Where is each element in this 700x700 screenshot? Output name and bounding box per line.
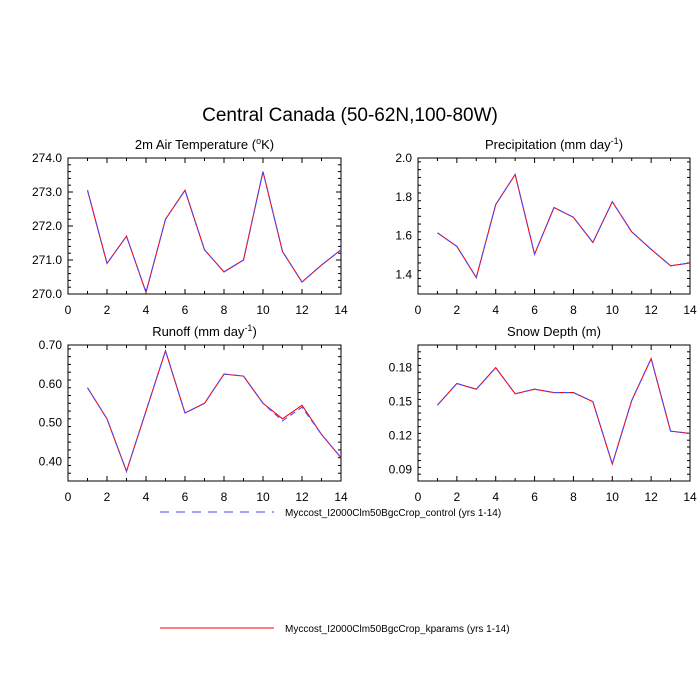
x-tick-label: 10: [606, 490, 620, 504]
y-tick-label: 274.0: [32, 151, 62, 165]
panel-title: Runoff (mm day-1): [152, 323, 257, 339]
panel-title: Precipitation (mm day-1): [485, 136, 623, 152]
x-tick-label: 14: [334, 490, 348, 504]
series-line-kparams: [87, 349, 342, 473]
x-tick-label: 2: [104, 303, 111, 317]
x-tick-label: 6: [182, 303, 189, 317]
x-tick-label: 2: [104, 490, 111, 504]
x-tick-label: 8: [570, 303, 577, 317]
x-tick-label: 6: [182, 490, 189, 504]
y-tick-label: 0.50: [39, 416, 63, 430]
x-tick-label: 2: [454, 303, 461, 317]
x-tick-label: 0: [65, 303, 72, 317]
x-tick-label: 4: [143, 303, 150, 317]
figure-title: Central Canada (50-62N,100-80W): [202, 105, 498, 126]
y-tick-label: 1.4: [395, 268, 412, 282]
series-line-control: [86, 171, 342, 295]
x-tick-label: 4: [492, 490, 499, 504]
x-tick-label: 12: [295, 303, 309, 317]
x-tick-label: 8: [221, 490, 228, 504]
x-tick-label: 10: [606, 303, 620, 317]
x-tick-label: 6: [531, 303, 538, 317]
x-tick-label: 8: [221, 303, 228, 317]
legend-label-1: Myccost_I2000Clm50BgcCrop_control (yrs 1…: [285, 508, 501, 519]
x-tick-label: 6: [531, 490, 538, 504]
series-line-control: [437, 173, 691, 279]
y-tick-label: 2.0: [395, 151, 412, 165]
x-tick-label: 4: [492, 303, 499, 317]
plot-frame: [67, 344, 342, 482]
y-tick-label: 1.6: [395, 229, 412, 243]
y-tick-label: 271.0: [32, 253, 62, 267]
x-tick-label: 14: [334, 303, 348, 317]
y-tick-label: 0.09: [389, 463, 413, 477]
series-line-kparams: [437, 173, 691, 279]
y-tick-label: 272.0: [32, 219, 62, 233]
y-tick-label: 273.0: [32, 185, 62, 199]
panel-3: Runoff (mm day-1) 0 2 4 6 8 10 12 14 0.40 0.50 0.60…: [39, 323, 348, 504]
x-tick-label: 12: [644, 490, 658, 504]
y-tick-label: 1.8: [395, 190, 412, 204]
y-tick-label: 0.12: [389, 429, 413, 443]
y-tick-label: 0.40: [39, 455, 63, 469]
plot-frame: [417, 344, 691, 482]
y-tick-label: 0.18: [389, 361, 413, 375]
x-tick-label: 0: [65, 490, 72, 504]
plot-frame: [417, 157, 691, 295]
x-tick-label: 2: [454, 490, 461, 504]
y-tick-label: 270.0: [32, 287, 62, 301]
panels-group: 2m Air Temperature (oK) 0 2 4 6 8 10 12 14 270.0 2…: [32, 136, 697, 504]
x-tick-label: 10: [256, 490, 270, 504]
x-tick-label: 8: [570, 490, 577, 504]
plot-frame: [67, 157, 342, 295]
series-line-control: [87, 349, 342, 473]
legend-label-2: Myccost_I2000Clm50BgcCrop_kparams (yrs 1…: [285, 624, 510, 635]
x-tick-label: 14: [683, 490, 697, 504]
panel-title: 2m Air Temperature (oK): [135, 136, 274, 152]
x-tick-label: 12: [295, 490, 309, 504]
legend: Myccost_I2000Clm50BgcCrop_control (yrs 1…: [160, 508, 510, 635]
panel-1: 2m Air Temperature (oK) 0 2 4 6 8 10 12 14 270.0 2…: [32, 136, 348, 317]
y-tick-label: 0.15: [389, 395, 413, 409]
x-tick-label: 0: [415, 490, 422, 504]
y-tick-label: 0.60: [39, 377, 63, 391]
x-tick-label: 12: [644, 303, 658, 317]
panel-2: Precipitation (mm day-1) 0 2 4 6 8 10 12 14 1.4 1.…: [395, 136, 697, 317]
x-tick-label: 10: [256, 303, 270, 317]
series-line-kparams: [86, 171, 342, 295]
panel-title: Snow Depth (m): [507, 324, 601, 339]
x-tick-label: 4: [143, 490, 150, 504]
series-line-kparams: [437, 356, 691, 466]
x-tick-label: 0: [415, 303, 422, 317]
panel-4: Snow Depth (m) 0 2 4 6 8 10 12 14 0.09 0.12 0.15 0.1…: [389, 324, 697, 504]
x-tick-label: 14: [683, 303, 697, 317]
y-tick-label: 0.70: [39, 338, 63, 352]
series-line-control: [437, 356, 691, 466]
